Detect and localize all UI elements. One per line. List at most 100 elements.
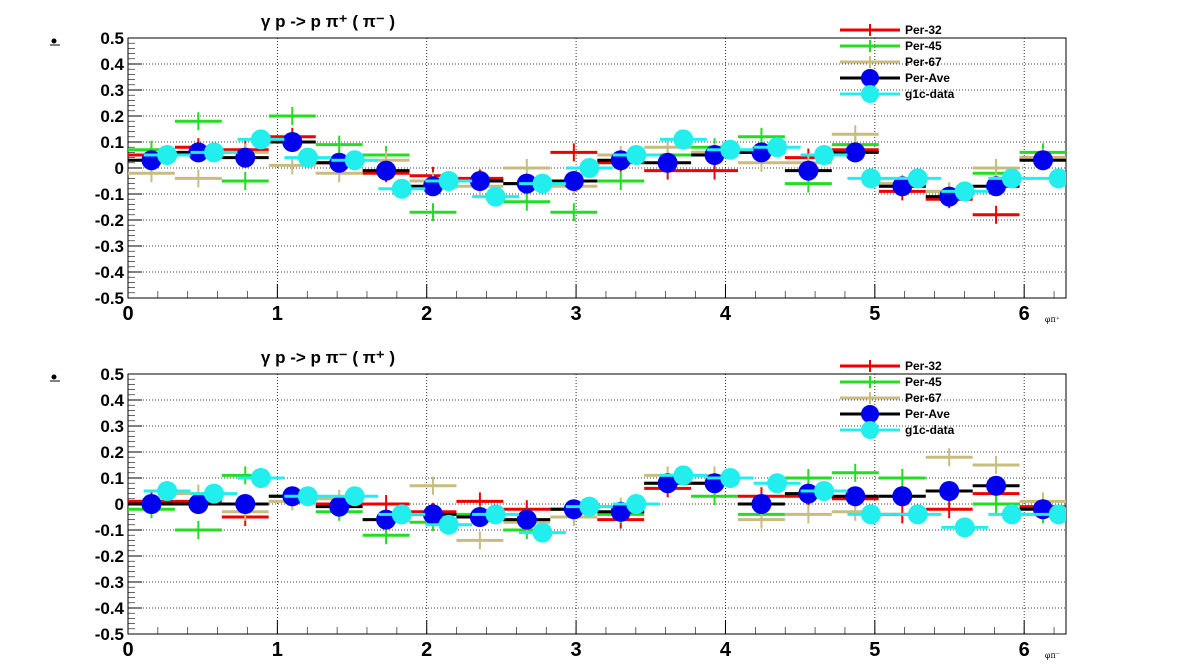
data-point-marker bbox=[954, 181, 975, 202]
data-point-marker bbox=[250, 468, 271, 488]
y-tick-label: -0.4 bbox=[95, 599, 125, 618]
data-point-marker bbox=[1001, 168, 1022, 189]
data-point-marker bbox=[235, 494, 256, 514]
data-point-marker bbox=[391, 504, 412, 525]
data-point-marker bbox=[329, 496, 350, 517]
y-tick-label: -0.3 bbox=[95, 237, 124, 256]
x-tick-label: 5 bbox=[869, 639, 880, 661]
data-point-marker bbox=[720, 468, 741, 488]
series-per-ave bbox=[128, 132, 1066, 207]
legend-label: Per-67 bbox=[905, 55, 942, 69]
x-tick-label: 0 bbox=[122, 303, 133, 325]
chart-panel-2: -0.5 -0.4 -0.3 -0.2 -0.1 0 0.1 0.2 0.3 0.4 0.5 0 1 2 3… bbox=[50, 348, 1067, 661]
y-tick-label: -0.5 bbox=[95, 625, 124, 644]
data-point-marker bbox=[297, 147, 318, 168]
data-point-marker bbox=[469, 171, 490, 191]
data-point-marker bbox=[563, 171, 584, 191]
y-tick-label: 0 bbox=[115, 159, 124, 178]
chart-panel-1: -0.5 -0.4 -0.3 -0.2 -0.1 0 0.1 0.2 0.3 0.4 0.5 0 1 2 3… bbox=[50, 12, 1067, 325]
legend-swatch-marker bbox=[861, 69, 879, 87]
data-point-marker bbox=[376, 160, 397, 181]
data-point-marker bbox=[516, 509, 537, 530]
y-tick-label: 0.4 bbox=[100, 391, 124, 410]
data-point-marker bbox=[860, 168, 881, 189]
data-point-marker bbox=[391, 178, 412, 199]
legend: Per-32 Per-45 Per-67 Per-Ave g1c-data bbox=[840, 23, 955, 103]
data-point-marker bbox=[626, 494, 647, 514]
x-tick-label: 5 bbox=[869, 303, 880, 325]
x-tick-label: 4 bbox=[720, 303, 732, 325]
x-tick-label: 0 bbox=[122, 639, 133, 661]
data-point-marker bbox=[297, 486, 318, 507]
legend-label: Per-67 bbox=[905, 391, 942, 405]
data-point-marker bbox=[282, 132, 303, 152]
y-tick-label: 0.1 bbox=[100, 469, 124, 488]
data-point-marker bbox=[204, 142, 225, 163]
data-point-marker bbox=[1048, 504, 1066, 525]
data-point-marker bbox=[892, 486, 913, 507]
data-point-marker bbox=[141, 494, 162, 514]
data-point-marker bbox=[798, 160, 819, 181]
data-point-marker bbox=[845, 486, 866, 507]
data-point-marker bbox=[344, 150, 365, 171]
y-tick-label: 0.5 bbox=[100, 29, 124, 48]
data-point-marker bbox=[751, 494, 772, 514]
legend-label: Per-Ave bbox=[905, 71, 950, 85]
data-point-marker bbox=[907, 168, 928, 189]
x-tick-label: 1 bbox=[272, 303, 283, 325]
data-point-marker bbox=[532, 173, 553, 194]
x-tick-label: 1 bbox=[272, 639, 283, 661]
data-point-marker bbox=[939, 481, 960, 501]
y-tick-label: -0.1 bbox=[95, 521, 124, 540]
data-point-marker bbox=[767, 473, 788, 494]
data-point-marker bbox=[188, 494, 209, 514]
legend-label: Per-32 bbox=[905, 359, 942, 373]
y-tick-label: 0.3 bbox=[100, 81, 124, 100]
data-point-marker bbox=[250, 129, 271, 150]
x-tick-label: 6 bbox=[1019, 303, 1030, 325]
legend-label: Per-32 bbox=[905, 23, 942, 37]
data-point-marker bbox=[579, 158, 600, 178]
data-point-marker bbox=[610, 501, 631, 522]
data-point-marker bbox=[329, 152, 350, 173]
x-tick-label: 3 bbox=[571, 639, 582, 661]
x-tick-label: 4 bbox=[720, 639, 732, 661]
chart-title: γ p -> p π⁻ ( π⁺ ) bbox=[261, 348, 395, 367]
data-point-marker bbox=[954, 517, 975, 538]
pad-marker-icon bbox=[51, 38, 57, 44]
y-tick-label: 0.1 bbox=[100, 133, 124, 152]
data-point-marker bbox=[1032, 150, 1053, 171]
data-point-marker bbox=[673, 129, 694, 150]
y-tick-label: -0.2 bbox=[95, 547, 124, 566]
data-point-marker bbox=[673, 465, 694, 486]
data-point-marker bbox=[860, 504, 881, 525]
data-point-marker bbox=[1048, 168, 1066, 189]
legend-swatch-marker bbox=[861, 421, 879, 439]
data-point-marker bbox=[204, 483, 225, 504]
pad-marker-icon bbox=[51, 374, 57, 380]
chart-title: γ p -> p π⁺ ( π⁻ ) bbox=[261, 12, 395, 31]
data-point-marker bbox=[157, 481, 178, 501]
data-point-marker bbox=[657, 152, 678, 173]
data-point-marker bbox=[767, 137, 788, 158]
data-point-marker bbox=[657, 473, 678, 494]
x-axis-label: φπ⁺ bbox=[1045, 315, 1060, 324]
y-tick-label: -0.3 bbox=[95, 573, 124, 592]
data-point-marker bbox=[814, 145, 835, 165]
legend-swatch-marker bbox=[861, 85, 879, 103]
data-point-marker bbox=[1001, 504, 1022, 525]
data-point-marker bbox=[986, 475, 1007, 496]
x-tick-label: 2 bbox=[421, 639, 432, 661]
data-point-marker bbox=[438, 171, 459, 191]
data-point-marker bbox=[907, 504, 928, 525]
data-point-marker bbox=[485, 186, 506, 207]
y-tick-label: -0.4 bbox=[95, 263, 125, 282]
legend-label: Per-45 bbox=[905, 375, 942, 389]
y-tick-label: -0.1 bbox=[95, 185, 124, 204]
legend-label: g1c-data bbox=[905, 423, 955, 437]
data-point-marker bbox=[485, 504, 506, 525]
y-tick-label: 0.2 bbox=[100, 107, 124, 126]
plot-area bbox=[128, 107, 1066, 224]
